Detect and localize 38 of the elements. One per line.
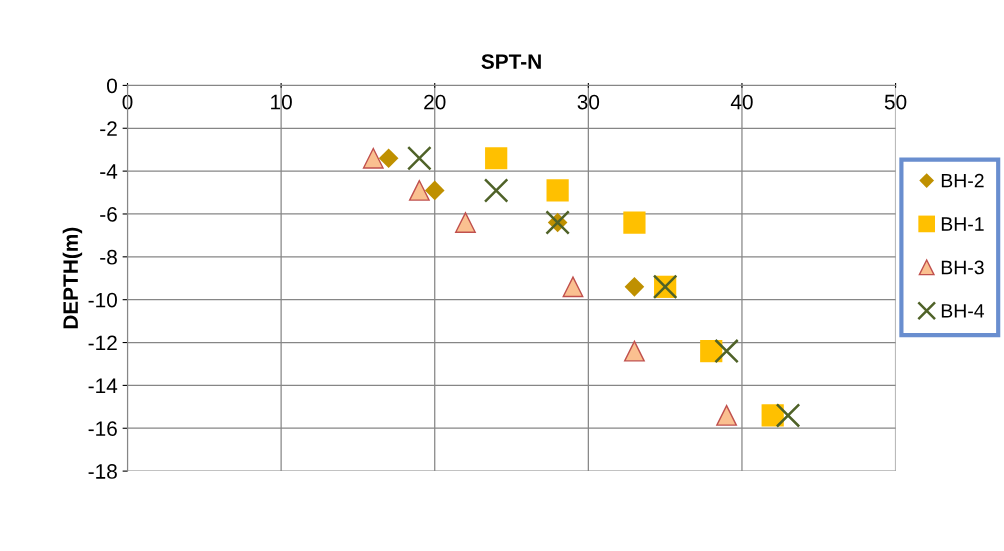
point — [624, 340, 645, 362]
y-tick-label: -14 — [88, 378, 118, 393]
y-tick-label: -10 — [88, 292, 117, 308]
y-tick-label: 0 — [107, 78, 117, 94]
point — [378, 148, 399, 169]
point — [408, 179, 430, 201]
point — [483, 178, 509, 203]
point — [424, 180, 445, 201]
legend-label: BH-3 — [941, 260, 984, 275]
point — [362, 147, 384, 169]
y-tick-label: -4 — [100, 164, 118, 179]
point — [716, 404, 738, 426]
chart-title: SPT-N — [481, 54, 541, 69]
point — [485, 147, 508, 170]
point — [562, 276, 584, 298]
legend-label: BH-4 — [941, 304, 985, 318]
y-axis-title: DEPTH(m) — [62, 227, 83, 329]
x-tick-label: 40 — [730, 94, 753, 110]
x-tick-label: 30 — [577, 94, 600, 110]
y-tick-label: -12 — [88, 335, 117, 351]
legend-label: BH-2 — [941, 173, 984, 188]
y-tick-label: -6 — [100, 206, 117, 222]
point — [407, 145, 432, 171]
point — [546, 179, 569, 202]
point — [714, 338, 739, 364]
y-tick-label: -18 — [88, 464, 117, 479]
x-tick-label: 20 — [424, 94, 446, 110]
x-tick-label: 0 — [122, 94, 133, 110]
point — [623, 211, 646, 234]
legend-label: BH-1 — [941, 217, 984, 231]
point — [775, 403, 801, 428]
x-tick-label: 50 — [884, 94, 907, 110]
x-tick-label: 10 — [271, 94, 292, 110]
point — [624, 277, 645, 297]
y-tick-label: -2 — [100, 121, 117, 136]
point — [455, 212, 476, 233]
y-tick-label: -8 — [100, 249, 117, 265]
y-tick-label: -16 — [88, 421, 117, 436]
